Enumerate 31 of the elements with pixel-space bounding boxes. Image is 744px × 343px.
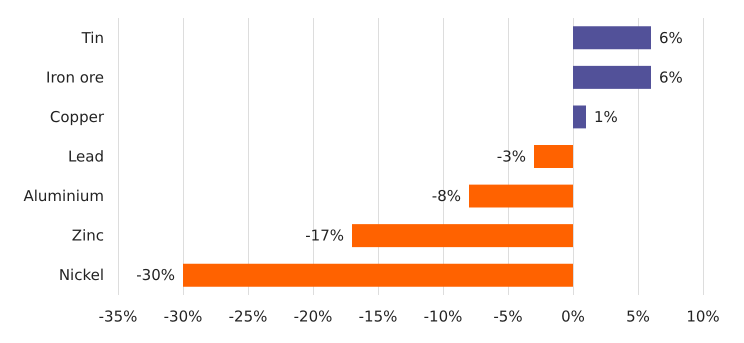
y-tick-label: Nickel: [58, 266, 104, 284]
x-tick-label: -30%: [164, 308, 202, 326]
data-label: 6%: [659, 68, 683, 86]
x-tick-label: -5%: [493, 308, 523, 326]
y-tick-label: Iron ore: [46, 68, 104, 86]
x-tick-label: 0%: [561, 308, 585, 326]
y-tick-label: Tin: [80, 28, 104, 47]
y-tick-label: Aluminium: [23, 187, 104, 206]
data-label: -17%: [305, 226, 344, 245]
bar: [573, 105, 586, 128]
y-tick-label: Lead: [68, 148, 104, 166]
bar: [573, 66, 651, 89]
x-tick-label: 10%: [686, 308, 720, 326]
x-tick-label: 5%: [626, 308, 650, 326]
x-tick-label: -15%: [358, 308, 398, 326]
x-tick-label: -10%: [424, 308, 462, 326]
data-label: -3%: [496, 148, 526, 166]
bar: [534, 145, 573, 168]
bar: [573, 26, 651, 50]
data-label: 6%: [659, 28, 683, 47]
bar: [352, 224, 573, 248]
data-label: -30%: [136, 266, 175, 284]
x-tick-label: -35%: [98, 308, 138, 326]
x-tick-label: -20%: [294, 308, 332, 326]
y-tick-label: Copper: [50, 108, 105, 126]
bar: [183, 264, 573, 287]
y-tick-label: Zinc: [72, 226, 104, 245]
data-label: 1%: [594, 108, 618, 126]
bar: [469, 184, 573, 208]
data-label: -8%: [432, 187, 461, 206]
x-tick-label: -25%: [228, 308, 268, 326]
